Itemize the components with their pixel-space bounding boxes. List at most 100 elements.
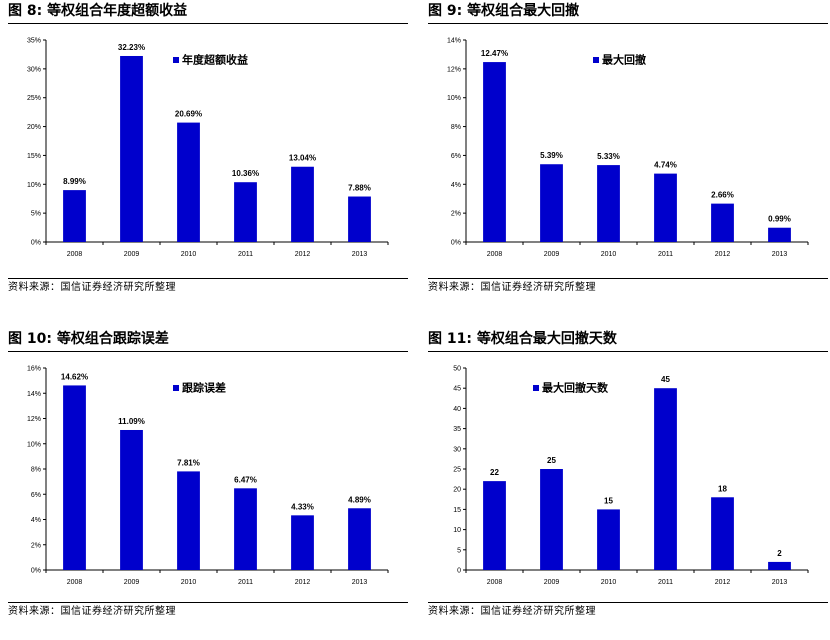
x-tick-label: 2008 [67,251,83,258]
y-tick-label: 2% [451,211,461,218]
title-rule [428,23,828,24]
y-tick-label: 20 [453,487,461,494]
bar [540,164,563,242]
bar [177,122,200,242]
chart-plot-1: 0% 5% 10% 15% 20% 25% 30% 35% 8.99% 2008 32.23% 200… [8,28,408,272]
source-rule [8,602,408,603]
chart-plot-2: 0% 2% 4% 6% 8% 10% 12% 14% 12.47% 2008 5.39% 2009 5.… [428,28,828,272]
data-label: 4.33% [291,502,314,511]
x-tick-label: 2010 [601,251,617,258]
chart-title: 图 8: 等权组合年度超额收益 [8,3,188,19]
y-tick-label: 35% [27,38,41,45]
bar [597,165,620,242]
bar [348,196,371,242]
x-tick-label: 2011 [658,579,673,586]
y-tick-label: 2% [31,542,41,549]
x-tick-label: 2013 [772,251,788,258]
chart-panel-2: 图 9: 等权组合最大回撤 0% 2% 4% 6% 8% 10% 12% 14% 12.47% 2… [428,0,828,312]
data-label: 25 [547,456,556,465]
y-tick-label: 15% [27,153,41,160]
x-tick-label: 2013 [772,579,788,586]
source-rule [8,278,408,279]
chart-panel-4: 图 11: 等权组合最大回撤天数 0 5 10 15 20 25 30 35 40 45 50 22 2… [428,328,828,640]
y-tick-label: 40 [453,406,461,413]
data-label: 11.09% [118,417,145,426]
source-note: 资料来源：国信证券经济研究所整理 [428,606,596,617]
y-tick-label: 10% [27,441,41,448]
bar [234,488,257,570]
bar [348,508,371,570]
y-tick-label: 25 [453,467,461,474]
y-tick-label: 4% [31,517,41,524]
y-tick-label: 45 [453,386,461,393]
chart-title: 图 10: 等权组合跟踪误差 [8,331,169,347]
bar [540,469,563,570]
data-label: 14.62% [61,372,88,381]
legend-swatch [173,385,179,391]
chart-plot-4: 0 5 10 15 20 25 30 35 40 45 50 22 2008 25 2009 15 2010 45… [428,356,828,600]
data-label: 18 [718,484,727,493]
bar [711,497,734,570]
x-tick-label: 2012 [715,579,731,586]
legend-label: 跟踪误差 [182,381,226,395]
source-note: 资料来源：国信证券经济研究所整理 [428,282,596,293]
y-tick-label: 30 [453,446,461,453]
x-tick-label: 2009 [124,251,140,258]
y-tick-label: 5 [457,547,461,554]
x-tick-label: 2012 [715,251,731,258]
bar [483,62,506,242]
bar [234,182,257,242]
x-tick-label: 2009 [124,579,140,586]
title-rule [8,23,408,24]
data-label: 22 [490,468,499,477]
data-label: 5.39% [540,151,563,160]
y-tick-label: 8% [451,124,461,131]
y-tick-label: 12% [27,416,41,423]
y-tick-label: 8% [31,467,41,474]
x-tick-label: 2012 [295,579,311,586]
data-label: 0.99% [768,215,791,224]
data-label: 8.99% [63,177,86,186]
bar [654,388,677,570]
bar [291,166,314,242]
source-note: 资料来源：国信证券经济研究所整理 [8,606,176,617]
y-tick-label: 14% [447,38,461,45]
data-label: 45 [661,375,670,384]
y-tick-label: 0% [31,240,41,247]
x-tick-label: 2008 [487,251,503,258]
chart-title: 图 11: 等权组合最大回撤天数 [428,331,617,347]
chart-plot-3: 0% 2% 4% 6% 8% 10% 12% 14% 16% 14.62% 2008 11.09% 20… [8,356,408,600]
data-label: 10.36% [232,169,259,178]
y-tick-label: 0% [31,568,41,575]
y-tick-label: 12% [447,66,461,73]
y-tick-label: 6% [31,492,41,499]
y-tick-label: 35 [453,426,461,433]
x-tick-label: 2011 [658,251,673,258]
data-label: 6.47% [234,475,257,484]
bar [768,561,791,570]
bar [120,429,143,570]
y-tick-label: 10% [447,95,461,102]
x-tick-label: 2012 [295,251,311,258]
y-tick-label: 30% [27,66,41,73]
bar [63,385,86,570]
legend-swatch [173,57,179,63]
y-tick-label: 20% [27,124,41,131]
x-tick-label: 2011 [238,251,253,258]
x-tick-label: 2010 [181,579,197,586]
bar [711,203,734,242]
x-tick-label: 2009 [544,579,560,586]
data-label: 20.69% [175,110,202,119]
bar [291,515,314,570]
legend-swatch [533,385,539,391]
data-label: 15 [604,496,613,505]
bar [483,481,506,570]
legend-label: 年度超额收益 [182,53,248,67]
x-tick-label: 2009 [544,251,560,258]
chart-panel-1: 图 8: 等权组合年度超额收益 0% 5% 10% 15% 20% 25% 30% 35% 8.… [8,0,408,312]
legend-label: 最大回撤天数 [542,381,609,395]
y-tick-label: 10 [453,527,461,534]
x-tick-label: 2010 [601,579,617,586]
data-label: 7.88% [348,184,371,193]
bar [597,509,620,570]
